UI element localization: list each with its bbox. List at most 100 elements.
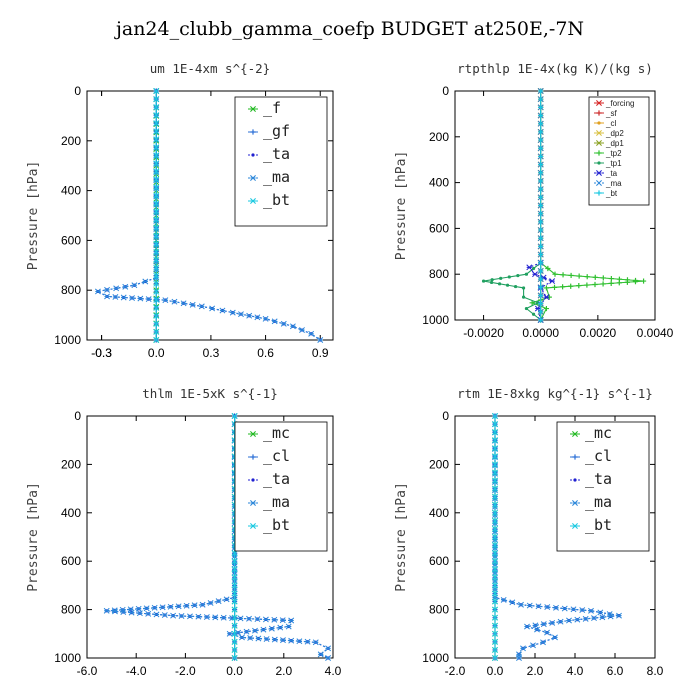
um-series-marker-ma [113, 285, 120, 292]
rtm-series-marker-bt [492, 413, 498, 419]
rtpthlp-series-marker-tp2 [592, 281, 598, 288]
rtm-series-marker-ma [599, 614, 606, 621]
rtm-xtick-label: 0.0 [487, 664, 504, 678]
thlm-series-marker-ma [128, 609, 135, 616]
rtpthlp-series-marker-bt [538, 227, 544, 233]
rtm-series-marker-bt [492, 477, 498, 484]
rtm-series-marker-ma [544, 604, 551, 610]
um-ytick-label: 800 [61, 283, 81, 297]
thlm-series-marker-ma [325, 645, 332, 652]
rtpthlp-series-marker-bt [538, 112, 544, 119]
um-ylabel: Pressure [hPa] [26, 161, 41, 271]
thlm-series-marker-bt [231, 590, 238, 597]
rtpthlp-series-marker-tp2 [584, 282, 590, 288]
rtm-series-marker-bt [492, 646, 498, 653]
thlm-series-marker-bt [231, 614, 238, 621]
thlm-series-marker-ma [277, 624, 284, 631]
rtm-series-marker-bt [492, 445, 498, 452]
thlm-series-marker-ma [212, 614, 219, 621]
rtm-series-marker-ma [500, 596, 507, 603]
rtm-series-marker-ma [557, 618, 564, 625]
rtpthlp-series-marker-tp2 [568, 283, 574, 289]
rtm-series-marker-bt [492, 453, 498, 460]
rtm-series-marker-ma [549, 619, 556, 626]
thlm-series-marker-ma [271, 616, 278, 623]
rtpthlp-series-marker-bt [538, 211, 544, 217]
rtpthlp-series-marker-bt [538, 104, 544, 110]
rtpthlp-legend-marker [596, 150, 602, 156]
thlm-series-marker-ma [103, 607, 110, 614]
um-series-marker-bt [153, 120, 160, 127]
rtpthlp-series-marker-ta [543, 294, 550, 301]
thlm-series-marker-ma [178, 613, 185, 619]
um-series-marker-bt [153, 104, 160, 111]
um-series-marker-bt [153, 96, 160, 102]
rtpthlp-legend-marker [596, 110, 602, 116]
um-series-marker-ma [104, 293, 110, 300]
rtpthlp-panel: rtpthlp 1E-4x(kg K)/(kg s) Pressure [hPa]… [394, 61, 674, 340]
thlm-series-marker-ma [226, 630, 233, 637]
rtm-legend-label-bt: _bt [585, 516, 612, 534]
rtpthlp-series-marker-tp1 [490, 278, 494, 282]
rtm-xtick-label: -2.0 [445, 664, 466, 678]
thlm-series-marker-ma [203, 614, 210, 620]
thlm-series-marker-ma [120, 609, 127, 615]
rtm-series-marker-ma [518, 601, 524, 608]
thlm-legend-box [234, 421, 328, 552]
um-ytick-label: 200 [61, 134, 81, 148]
um-legend-marker [250, 129, 256, 135]
um-xtick-label: 0.6 [257, 346, 274, 360]
rtpthlp-series-marker-tp2 [584, 274, 590, 280]
rtpthlp-series-marker-tp1 [531, 266, 536, 271]
um-series-marker-bt [153, 312, 160, 319]
rtm-series-marker-ma [530, 642, 536, 649]
rtpthlp-series-marker-tp1 [521, 286, 526, 290]
rtpthlp-series-marker-tp1 [489, 280, 494, 285]
thlm-legend-label-mc: _mc [263, 424, 290, 442]
rtpthlp-series-marker-tp2 [551, 284, 558, 290]
rtpthlp-series-marker-bt [538, 251, 544, 258]
rtpthlp-series-marker-ta [549, 278, 556, 285]
rtpthlp-series-marker-tp2 [624, 279, 630, 285]
um-legend-label-f: _f [263, 99, 281, 117]
rtpthlp-series-marker-bt [538, 309, 544, 315]
rtm-series-marker-ma [561, 605, 568, 612]
thlm-xtick-label: 2.0 [275, 664, 292, 678]
thlm-series-marker-ma [252, 627, 258, 634]
um-legend-marker [250, 175, 256, 181]
um-series-marker-bt [153, 296, 160, 303]
thlm-legend-marker [250, 454, 256, 460]
thlm-series-marker-bt [231, 574, 238, 581]
um-xtick-label: -0.3 [91, 346, 112, 360]
rtm-series-marker-ma [607, 613, 614, 620]
rtpthlp-legend-marker [596, 180, 602, 186]
rtm-legend-marker [572, 431, 578, 437]
rtm-series-marker-bt [492, 558, 498, 565]
um-series-marker-ma [180, 300, 187, 307]
um-legend-label-bt: _bt [263, 191, 290, 209]
rtpthlp-legend-marker [597, 121, 601, 125]
thlm-legend-label-cl: _cl [263, 447, 290, 465]
thlm-series-marker-ma [317, 651, 324, 658]
rtpthlp-series-marker-tp2 [543, 305, 550, 312]
thlm-panel: thlm 1E-5xK s^{-1} Pressure [hPa] 0 200 400 6… [26, 386, 342, 678]
rtm-series-marker-ma [516, 655, 522, 661]
rtpthlp-series-marker-tp2 [568, 272, 574, 279]
rtpthlp-series-marker-bt [538, 129, 544, 135]
rtm-legend: _mc _cl _ta _ma _bt [556, 421, 650, 552]
thlm-series-marker-ma [255, 635, 262, 642]
rtpthlp-ytick-label: 400 [429, 176, 449, 190]
um-series-marker-ma [238, 311, 244, 318]
thlm-series-marker-ma [304, 638, 311, 645]
rtpthlp-legend-label-ma: _ma [605, 179, 622, 188]
rtpthlp-series-marker-tp1 [507, 275, 511, 279]
rtpthlp-series-marker-tp1 [497, 282, 502, 286]
um-series-marker-ma [145, 296, 152, 303]
um-series-marker-bt [153, 200, 160, 207]
rtpthlp-series-marker-bt [538, 317, 544, 323]
rtm-series-marker-bt [492, 501, 498, 508]
rtpthlp-xtick-label: 0.0020 [580, 326, 617, 340]
rtm-series-marker-ma [588, 607, 594, 614]
um-panel: um 1E-4xm s^{-2} Pressure [hPa] 0 200 400 600… [26, 61, 334, 360]
um-series-marker-ma [209, 305, 216, 312]
